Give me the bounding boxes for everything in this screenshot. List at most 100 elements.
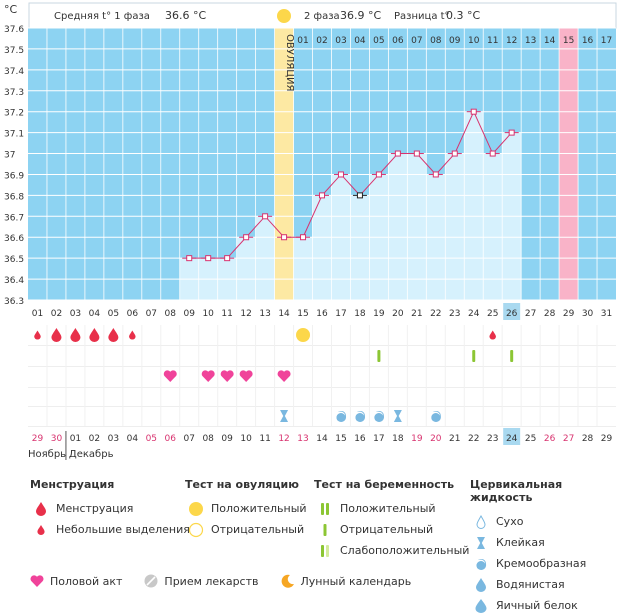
day-number-label: 09 [183,309,195,319]
temperature-point [394,150,401,157]
moon-icon [281,574,294,588]
sticky-icon [470,536,492,550]
sticky-icon [280,410,289,422]
temperature-point [356,192,363,199]
lunar-legend-item[interactable]: Лунный календарь [281,574,412,588]
phase2-label: 2 фаза [304,11,340,22]
temperature-point [413,150,420,157]
legend-pregnancy-positive-label: Положительный [340,502,436,515]
phase2-day-label: 09 [449,36,461,46]
single-stripe-icon [472,350,476,362]
y-tick-label: 36.5 [4,255,24,265]
legend-row-eggwhite: Яичный белок [470,595,626,616]
legend-cervical: Цервикальная жидкость Сухо Клейкая Кремо… [470,478,626,616]
phase2-day-label: 10 [468,36,480,46]
day-number-label: 29 [563,309,575,319]
weak-stripe-icon [314,544,336,558]
sun-outline-icon [185,522,207,538]
temperature-point [186,255,193,262]
legend-row-ovulation-negative: Отрицательный [185,519,307,540]
date-label: 10 [240,434,252,444]
date-label: 19 [411,434,423,444]
legend-menstruation-title: Менструация [30,478,115,491]
date-label: 22 [468,434,479,444]
intercourse-legend-item: Половой акт [30,575,122,588]
y-tick-label: 36.8 [4,192,24,202]
sticky-icon [393,410,402,422]
symbol-rows [28,325,616,427]
blood-drop-icon [30,501,52,516]
phase2-day-label: 04 [354,36,366,46]
day-number-label: 20 [392,309,404,319]
y-tick-label: 37 [4,151,15,161]
date-label: 09 [221,434,233,444]
heart-icon [163,370,177,382]
lunar-label[interactable]: Лунный календарь [300,574,412,588]
phase2-day-label: 16 [582,36,594,46]
medication-label: Прием лекарств [164,574,259,588]
phase2-day-label: 08 [430,36,442,46]
y-tick-label: 36.3 [4,297,24,307]
temperature-column [293,237,313,300]
heart-icon [220,370,234,382]
date-label: 23 [487,434,498,444]
date-label: 05 [146,434,157,444]
unit-label: °C [4,3,18,16]
legend-ovulation-negative-label: Отрицательный [211,523,305,536]
day-number-label: 13 [259,309,270,319]
temperature-point [224,255,231,262]
day-number-label: 02 [51,309,62,319]
legend-row-dry: Сухо [470,511,626,532]
small-drop-icon [30,524,52,535]
legend-row-ovulation-positive: Положительный [185,498,307,519]
dry-icon [470,514,492,529]
creamy-icon [374,411,385,423]
legend-watery-label: Водянистая [496,578,565,591]
diff-value: 0.3 °C [446,9,480,22]
date-label: 17 [373,434,384,444]
month-label-prev: Ноябрь [28,449,66,460]
phase2-day-label: 02 [316,36,327,46]
legend-row-pregnancy-negative: Отрицательный [314,519,469,540]
y-tick-label: 37.2 [4,109,24,119]
small-drop-icon [129,330,136,340]
creamy-icon [470,557,492,571]
legend-row-menstruation: Менструация [30,498,190,519]
date-row: 29 30 01 02 03 04 05 06 07 08 09 10 11 12 13 14 15 16 17 18… [28,428,613,460]
date-label: 12 [278,434,289,444]
day-number-label: 12 [240,309,251,319]
temperature-column [445,153,465,300]
sun-filled-icon [185,501,207,517]
legend-pregnancy-test: Тест на беременность Положительный Отриц… [314,478,469,561]
legend-pregnancy-title: Тест на беременность [314,478,455,491]
bbt-chart: °C Средняя t° 1 фаза 36.6 °C 2 фаза 36.9… [4,2,617,460]
day-number-label: 18 [354,309,366,319]
day-number-label: 24 [468,309,480,319]
y-tick-label: 37.4 [4,67,24,77]
date-label: 29 [32,434,44,444]
phase2-day-label: 05 [373,36,384,46]
highlight-day-band [559,28,579,300]
legend-spotting-label: Небольшие выделения [56,523,190,536]
legend-row-creamy: Кремообразная [470,553,626,574]
date-label: 20 [430,434,442,444]
watery-icon [470,577,492,592]
date-label: 01 [70,434,81,444]
header-box [28,2,617,29]
date-label: 29 [601,434,613,444]
legend-pregnancy-negative-label: Отрицательный [340,523,434,536]
date-label: 28 [582,434,594,444]
temperature-point [508,129,515,136]
phase2-day-label: 14 [544,36,556,46]
legend-menstruation: Менструация Менструация Небольшие выделе… [30,478,190,540]
legend-ovulation-test: Тест на овуляцию Положительный Отрицател… [185,478,307,540]
y-tick-label: 36.6 [4,234,24,244]
legend-pregnancy-weak-label: Слабоположительный [340,544,470,557]
legend-row-sticky: Клейкая [470,532,626,553]
y-tick-label: 36.4 [4,276,24,286]
heart-icon [239,370,253,382]
date-label: 02 [89,434,100,444]
temperature-point [281,234,288,241]
small-drop-icon [489,330,496,340]
temperature-point [489,150,496,157]
